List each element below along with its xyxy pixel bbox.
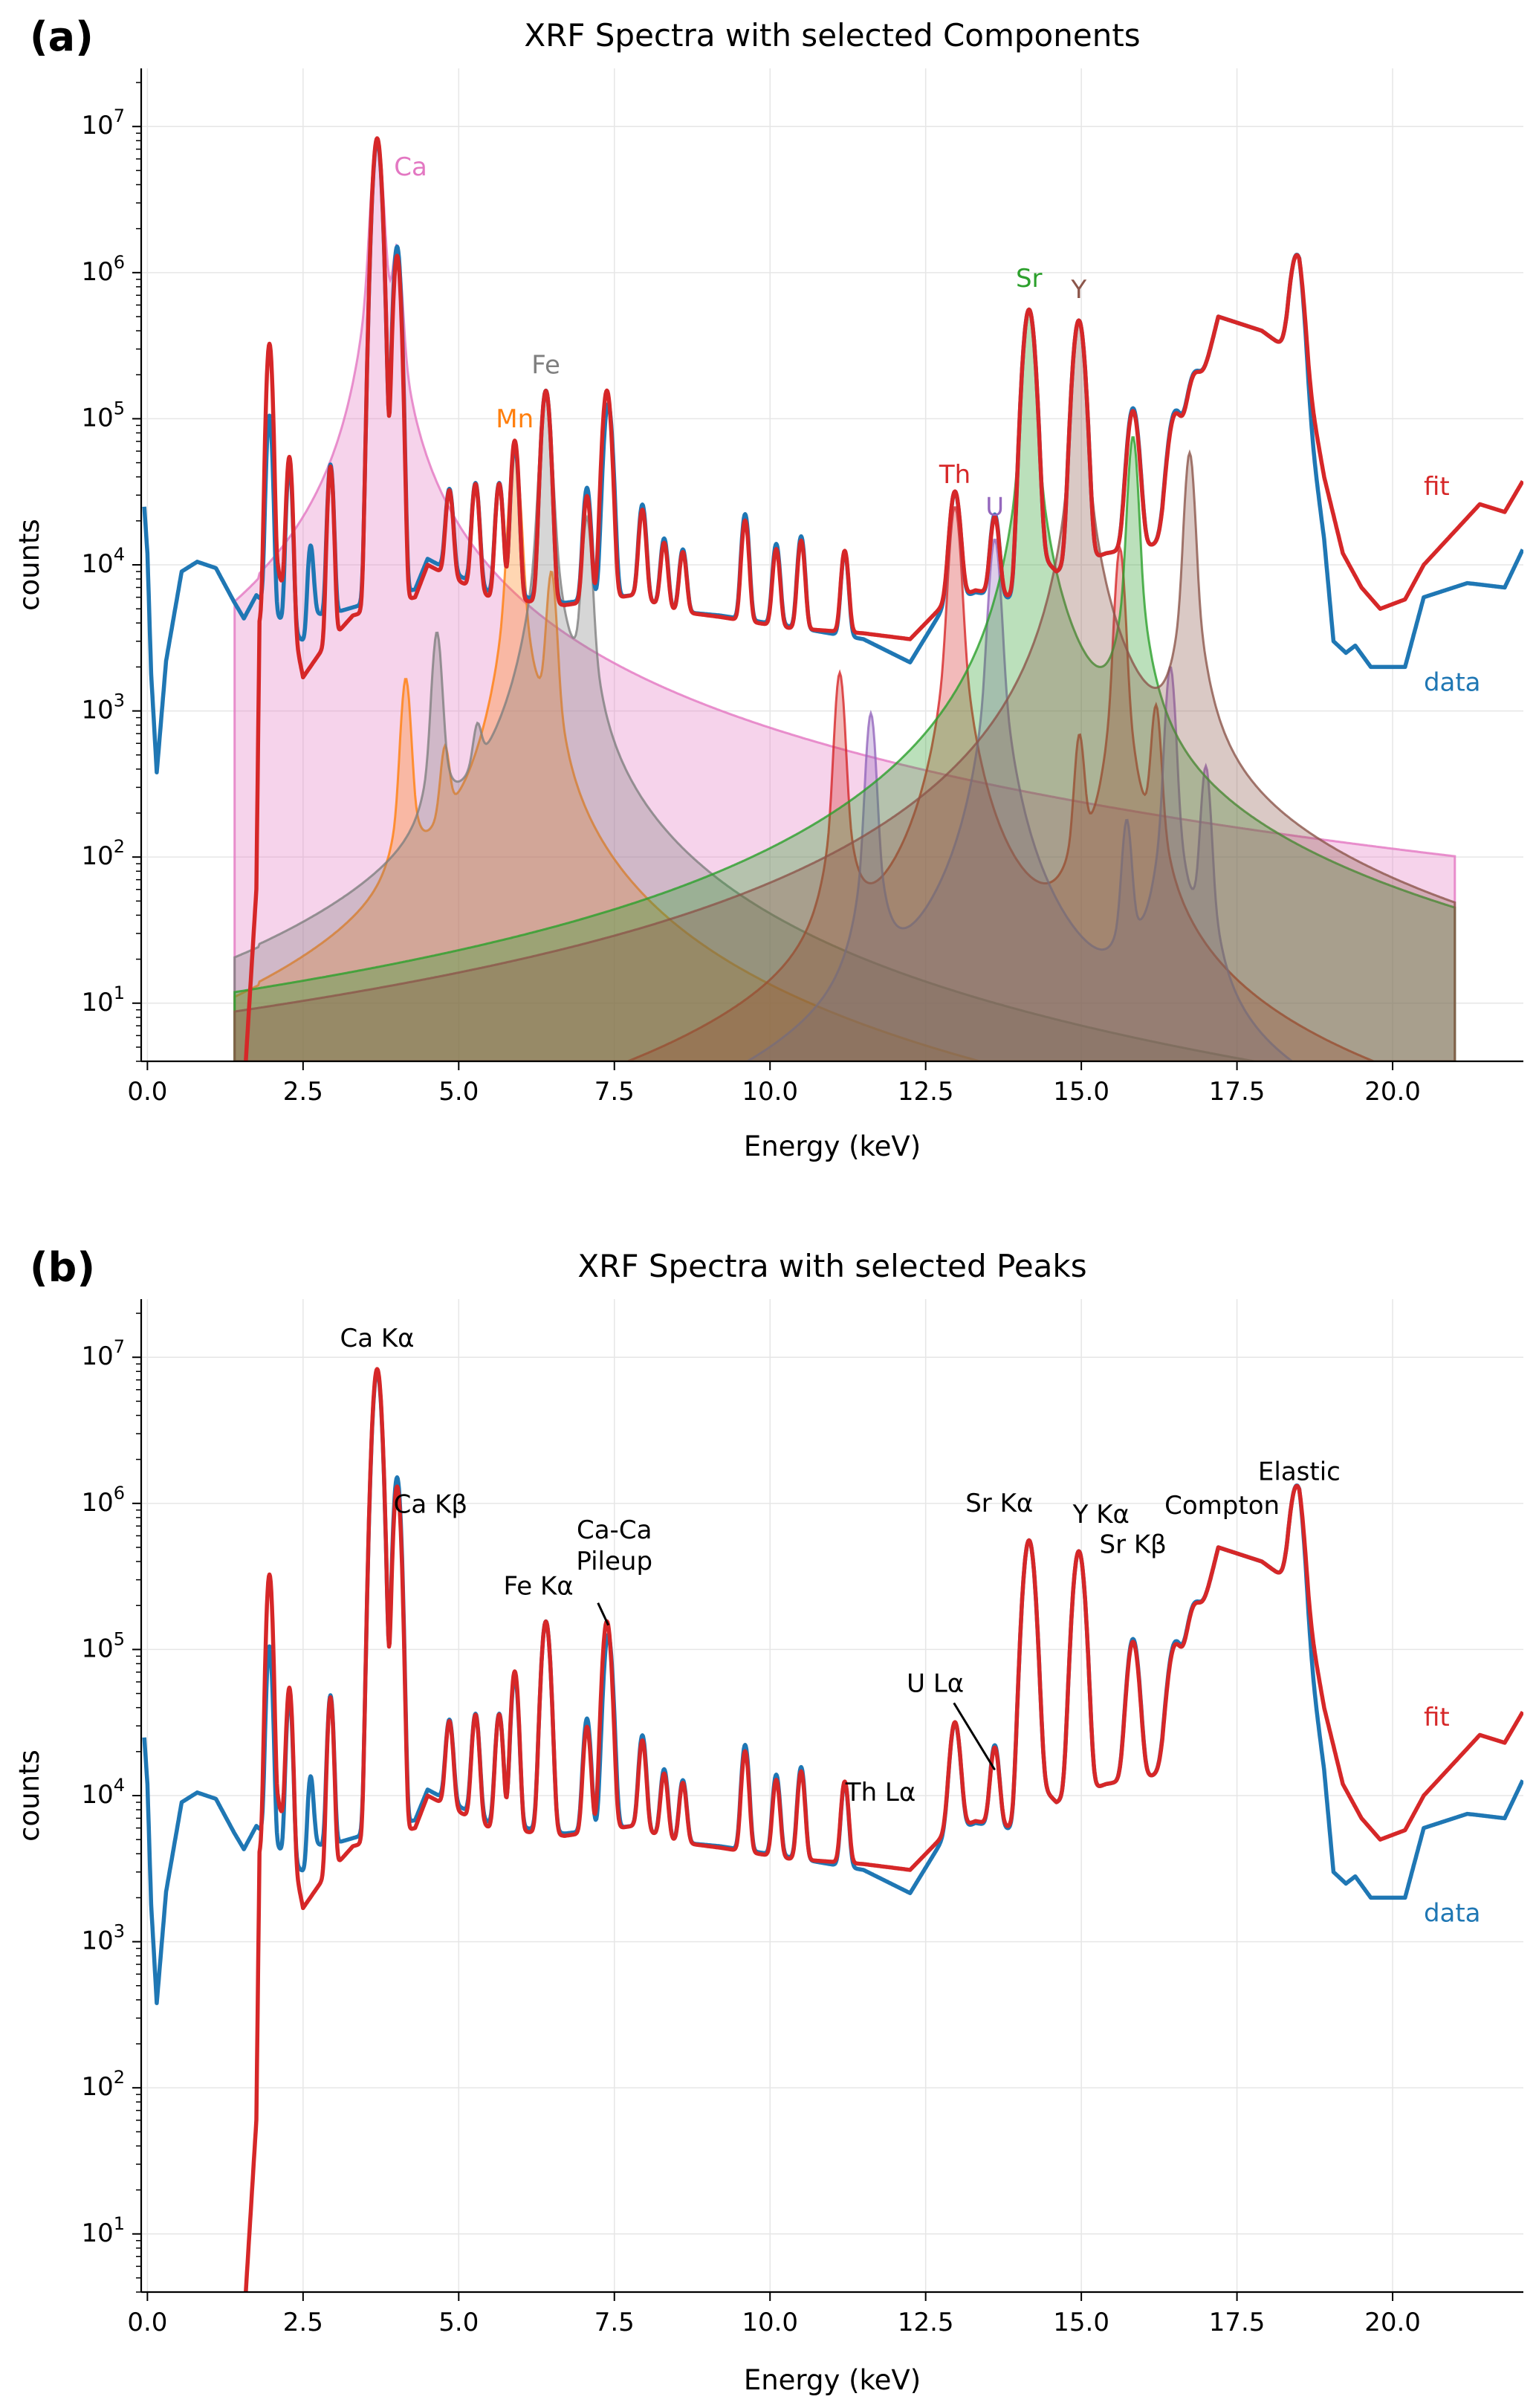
peak-annotation: Sr Kβ <box>1099 1530 1166 1559</box>
x-tick-label: 10.0 <box>742 1077 798 1107</box>
panel-a-lines <box>142 136 1523 1061</box>
component-area-y <box>233 319 1456 1061</box>
peak-annotation: Sr Kα <box>965 1489 1033 1518</box>
peak-annotation: Pileup <box>576 1547 652 1576</box>
x-tick-label: 17.5 <box>1209 2308 1266 2337</box>
panel-b-fit-label: fit <box>1424 1703 1450 1732</box>
y-tick-label: 102 <box>81 2067 125 2102</box>
peak-annotation: Compton <box>1164 1491 1280 1521</box>
component-label-y: Y <box>1070 275 1086 305</box>
x-tick-label: 5.0 <box>438 2308 479 2337</box>
x-tick-label: 2.5 <box>283 2308 323 2337</box>
y-tick-label: 101 <box>81 983 125 1017</box>
y-tick-label: 104 <box>81 544 125 579</box>
x-tick-label: 5.0 <box>438 1077 479 1107</box>
panel-b-ylabel: counts <box>13 1750 45 1842</box>
component-label-sr: Sr <box>1016 264 1043 294</box>
panel-a: (a) XRF Spectra with selected Components… <box>13 13 1523 1162</box>
panel-b-label: (b) <box>30 1244 95 1291</box>
x-tick-label: 7.5 <box>594 1077 635 1107</box>
panel-a-label: (a) <box>30 13 94 60</box>
x-tick-label: 12.5 <box>898 2308 954 2337</box>
x-tick-label: 20.0 <box>1364 1077 1421 1107</box>
panel-a-components <box>233 137 1456 1061</box>
panel-a-component-labels: Ca Mn Fe Th U Sr Y <box>394 152 1086 522</box>
panel-a-grid <box>141 68 1523 1061</box>
panel-b-xlabel: Energy (keV) <box>744 2364 921 2396</box>
x-tick-label: 20.0 <box>1364 2308 1421 2337</box>
y-tick-label: 106 <box>81 252 125 287</box>
peak-annotation: Elastic <box>1258 1457 1341 1487</box>
peak-annotation: U Lα <box>907 1669 964 1698</box>
panel-b-grid <box>141 1299 1523 2292</box>
y-tick-label: 107 <box>81 1336 125 1371</box>
x-tick-label: 7.5 <box>594 2308 635 2337</box>
y-tick-label: 104 <box>81 1775 125 1810</box>
peak-annotation: Fe Kα <box>504 1572 574 1602</box>
y-tick-label: 107 <box>81 106 125 140</box>
x-tick-label: 10.0 <box>742 2308 798 2337</box>
component-area-u <box>233 538 1456 1061</box>
y-tick-label: 105 <box>81 398 125 433</box>
peak-annotation: Ca-Ca <box>577 1515 652 1545</box>
panel-b: (b) XRF Spectra with selected Peaks 0.0 2… <box>13 1244 1523 2396</box>
component-area-mn <box>233 448 1456 1061</box>
peak-annotation: Ca Kβ <box>394 1489 467 1519</box>
panel-a-fit-label: fit <box>1424 472 1450 502</box>
y-tick-label: 103 <box>81 1921 125 1956</box>
y-tick-label: 106 <box>81 1483 125 1518</box>
x-tick-label: 15.0 <box>1053 2308 1109 2337</box>
peak-annotation: Y Kα <box>1072 1500 1130 1530</box>
peak-annotation: Ca Kα <box>340 1324 414 1353</box>
annotation-leader <box>597 1602 610 1626</box>
panel-a-xlabel: Energy (keV) <box>744 1130 921 1162</box>
x-tick-label: 0.0 <box>127 2308 167 2337</box>
x-tick-label: 2.5 <box>283 1077 323 1107</box>
fit-line <box>244 1367 1523 2292</box>
y-tick-label: 105 <box>81 1628 125 1663</box>
y-tick-label: 103 <box>81 690 125 725</box>
panel-b-data-label: data <box>1424 1898 1481 1928</box>
panel-b-lines <box>142 1367 1523 2292</box>
panel-b-title: XRF Spectra with selected Peaks <box>577 1248 1086 1284</box>
x-tick-label: 15.0 <box>1053 1077 1109 1107</box>
component-area-sr <box>233 308 1456 1061</box>
fit-line <box>244 136 1523 1061</box>
component-label-th: Th <box>939 460 970 490</box>
x-tick-label: 17.5 <box>1209 1077 1266 1107</box>
y-tick-label: 102 <box>81 836 125 871</box>
panel-a-title: XRF Spectra with selected Components <box>524 17 1140 54</box>
component-area-th <box>233 506 1456 1061</box>
x-tick-label: 12.5 <box>898 1077 954 1107</box>
panel-a-ticks: 0.0 2.5 5.0 7.5 10.0 12.5 15.0 17.5 20.0 101 102 10… <box>81 82 1421 1107</box>
component-label-u: U <box>985 492 1004 522</box>
component-label-mn: Mn <box>496 404 534 434</box>
annotation-leader <box>953 1702 996 1771</box>
panel-a-ylabel: counts <box>13 519 45 611</box>
panel-a-data-label: data <box>1424 667 1481 697</box>
panel-b-ticks: 0.0 2.5 5.0 7.5 10.0 12.5 15.0 17.5 20.0 101 102 10… <box>81 1313 1421 2337</box>
x-tick-label: 0.0 <box>127 1077 167 1107</box>
component-label-fe: Fe <box>531 351 560 381</box>
peak-annotation: Th Lα <box>845 1778 916 1807</box>
y-tick-label: 101 <box>81 2213 125 2248</box>
component-label-ca: Ca <box>394 152 427 182</box>
